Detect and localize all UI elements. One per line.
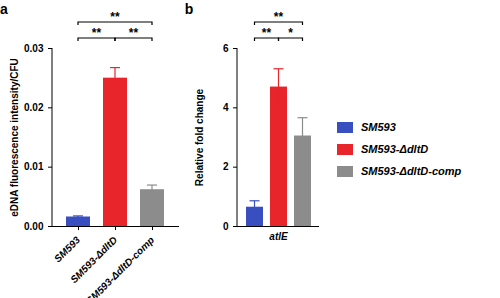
- svg-text:4: 4: [223, 102, 229, 113]
- html-text:SM593-ΔdltD-comp: SM593-ΔdltD-comp: [361, 165, 462, 177]
- html-text:SM593: SM593: [361, 121, 396, 133]
- svg-text:**: **: [274, 10, 284, 24]
- svg-text:6: 6: [223, 43, 229, 54]
- svg-text:0: 0: [223, 221, 229, 232]
- svg-text:*: *: [288, 26, 293, 40]
- svg-text:eDNA fluorescence intensity/CF: eDNA fluorescence intensity/CFU: [9, 58, 20, 217]
- svg-text:0.02: 0.02: [24, 102, 44, 113]
- svg-text:2: 2: [223, 161, 229, 172]
- svg-text:**: **: [92, 26, 102, 40]
- svg-text:b: b: [185, 1, 194, 17]
- svg-text:**: **: [110, 10, 120, 24]
- svg-text:SM593-ΔdltD-comp: SM593-ΔdltD-comp: [84, 234, 156, 298]
- svg-text:0.00: 0.00: [24, 221, 44, 232]
- svg-text:**: **: [262, 26, 272, 40]
- svg-text:0.03: 0.03: [24, 43, 44, 54]
- svg-text:atlE: atlE: [269, 231, 288, 242]
- svg-text:a: a: [0, 1, 8, 17]
- svg-text:SM593: SM593: [52, 234, 82, 264]
- html-text:SM593-ΔdltD: SM593-ΔdltD: [361, 143, 429, 155]
- svg-text:**: **: [129, 26, 139, 40]
- svg-text:0.01: 0.01: [24, 161, 44, 172]
- svg-text:Relative fold change: Relative fold change: [194, 88, 205, 186]
